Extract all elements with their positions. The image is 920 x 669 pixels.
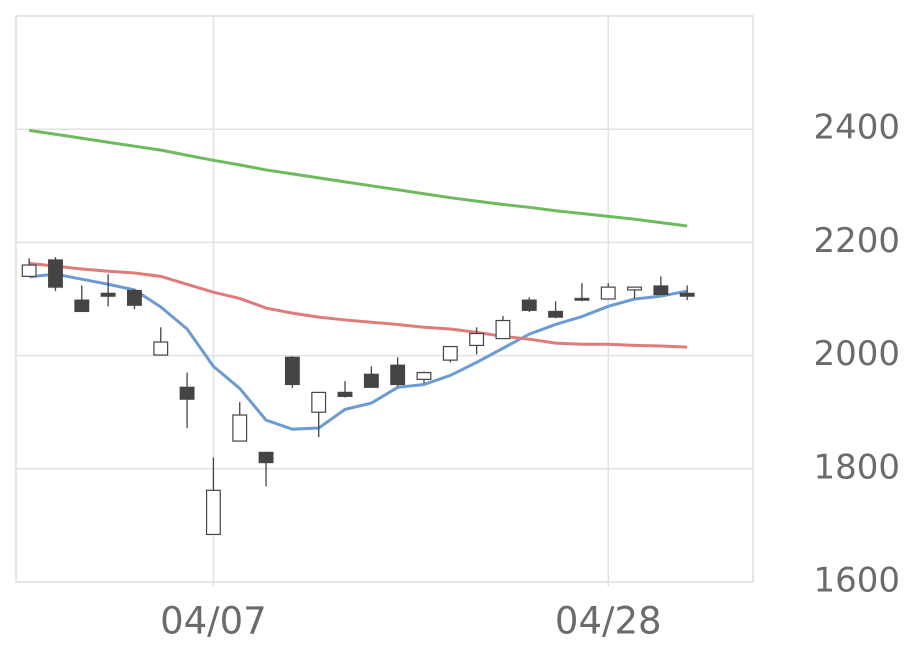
candle-body bbox=[311, 391, 327, 413]
candle-body bbox=[390, 364, 406, 386]
candle-body bbox=[21, 264, 37, 277]
candle-body bbox=[416, 371, 432, 380]
candle-body bbox=[258, 451, 274, 464]
candle-body bbox=[48, 259, 63, 288]
candle-body bbox=[127, 289, 142, 306]
candle-body bbox=[469, 332, 485, 347]
candle-body bbox=[205, 489, 221, 536]
candle-body bbox=[548, 310, 564, 318]
plot-frame bbox=[15, 15, 754, 583]
candle-body bbox=[679, 292, 695, 297]
y-tick-label: 1800 bbox=[813, 447, 900, 487]
candle-body bbox=[495, 319, 511, 340]
y-tick-label: 2200 bbox=[813, 221, 900, 261]
candle-body bbox=[521, 299, 537, 311]
y-tick-label: 2000 bbox=[813, 334, 900, 374]
candle-body bbox=[337, 391, 353, 397]
candle-body bbox=[232, 414, 248, 442]
candle-body bbox=[363, 373, 379, 388]
candle-body bbox=[627, 286, 642, 291]
candle-body bbox=[100, 292, 116, 297]
moving-average-line bbox=[29, 261, 688, 349]
candle-body bbox=[574, 297, 590, 301]
candle-body bbox=[153, 341, 169, 356]
x-tick-label: 04/28 bbox=[555, 600, 662, 643]
x-tick-label: 04/07 bbox=[160, 600, 267, 643]
candle-body bbox=[179, 386, 195, 400]
candle-body bbox=[284, 356, 300, 386]
candle-body bbox=[653, 285, 669, 296]
candle-body bbox=[442, 345, 458, 361]
candle-body bbox=[74, 299, 90, 313]
candle-body bbox=[600, 286, 616, 300]
y-tick-label: 2400 bbox=[813, 108, 900, 148]
moving-average-line bbox=[28, 128, 688, 228]
y-tick-label: 1600 bbox=[813, 561, 900, 601]
